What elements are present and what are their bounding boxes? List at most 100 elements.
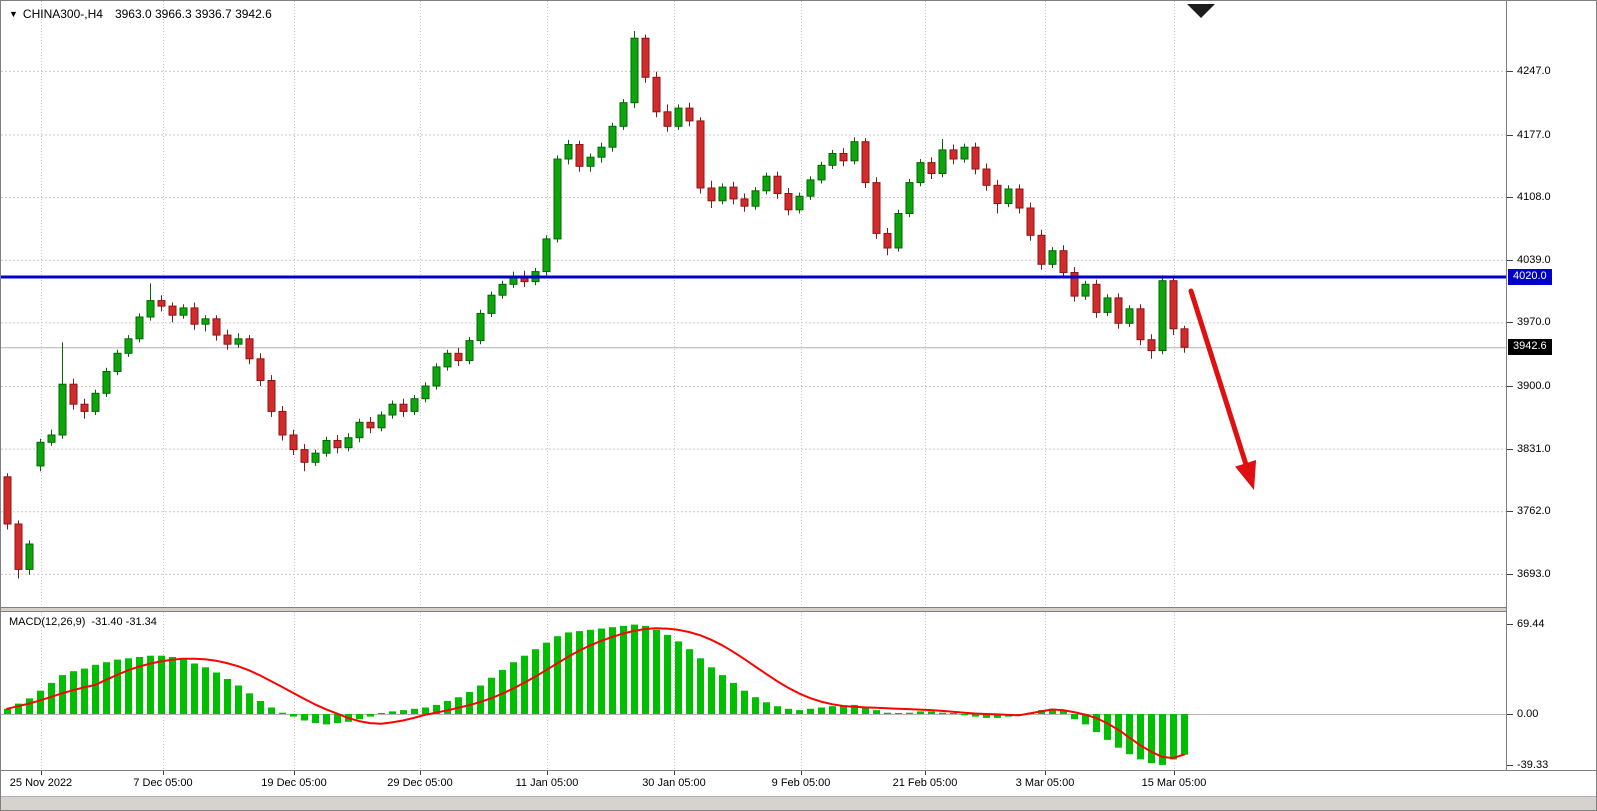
- macd-histogram-bar: [653, 629, 660, 714]
- macd-histogram-bar: [279, 712, 286, 714]
- macd-histogram-bar: [37, 690, 44, 714]
- macd-histogram-bar: [521, 655, 528, 714]
- candle: [14, 520, 23, 579]
- macd-histogram-bar: [1093, 714, 1100, 733]
- macd-histogram-bar: [873, 710, 880, 714]
- time-axis-label: 30 Jan 05:00: [642, 777, 706, 789]
- macd-histogram-bar: [224, 679, 231, 714]
- axis-tick: [925, 771, 926, 775]
- macd-histogram-bar: [818, 707, 825, 714]
- candle: [751, 187, 760, 210]
- macd-histogram-bar: [642, 625, 649, 714]
- candle: [1081, 280, 1090, 300]
- candle: [179, 304, 188, 319]
- candle: [938, 139, 947, 178]
- ohlc-values: 3963.0 3966.3 3936.7 3942.6: [114, 7, 272, 21]
- candle: [333, 435, 342, 454]
- axis-tick: [674, 771, 675, 775]
- candle: [619, 99, 628, 130]
- macd-histogram-bar: [70, 671, 77, 714]
- candle: [311, 449, 320, 466]
- candle: [47, 429, 56, 446]
- macd-histogram-bar: [840, 706, 847, 714]
- candle: [190, 302, 199, 330]
- candle: [883, 228, 892, 256]
- candle: [355, 418, 364, 443]
- macd-histogram-bar: [499, 669, 506, 714]
- price-chart[interactable]: [1, 1, 1506, 607]
- macd-histogram-bar: [268, 707, 275, 714]
- candle: [1136, 304, 1145, 346]
- price-axis[interactable]: 4247.0 4177.0 4108.0 4039.0 3970.0 3900.0 3831…: [1506, 1, 1596, 771]
- macd-histogram-bar: [411, 708, 418, 714]
- macd-histogram-bar: [774, 706, 781, 714]
- current-price-badge: 3942.6: [1508, 339, 1552, 356]
- axis-tick: [1507, 70, 1513, 72]
- candle: [1037, 229, 1046, 270]
- macd-histogram-bar: [961, 714, 968, 716]
- candle: [828, 149, 837, 169]
- axis-tick: [1507, 259, 1513, 261]
- macd-histogram-bar: [994, 714, 1001, 718]
- candle: [1125, 305, 1134, 327]
- macd-histogram-bar: [125, 658, 132, 714]
- macd-histogram-bar: [972, 714, 979, 717]
- macd-histogram-bar: [114, 659, 121, 714]
- candle: [322, 436, 331, 457]
- candle: [36, 438, 45, 472]
- macd-histogram-bar: [1181, 714, 1188, 755]
- candle: [553, 155, 562, 243]
- macd-histogram-bar: [158, 655, 165, 714]
- candle: [124, 335, 133, 357]
- macd-histogram-bar: [191, 663, 198, 714]
- candle: [718, 183, 727, 205]
- candle: [1059, 245, 1068, 278]
- macd-values: -31.40 -31.34: [91, 616, 157, 628]
- axis-tick: [41, 771, 42, 775]
- macd-histogram-bar: [290, 714, 297, 717]
- candle: [960, 143, 969, 163]
- macd-histogram-bar: [543, 642, 550, 714]
- macd-axis-label: 69.44: [1517, 618, 1545, 630]
- time-axis[interactable]: 25 Nov 2022 7 Dec 05:00 19 Dec 05:00 29 Dec…: [1, 770, 1596, 796]
- macd-histogram-bar: [884, 712, 891, 714]
- price-marker-blue: 4020.0: [1508, 269, 1552, 285]
- macd-axis-label: -39.33: [1517, 759, 1549, 771]
- macd-histogram-bar: [213, 672, 220, 714]
- time-axis-label: 3 Mar 05:00: [1015, 777, 1075, 789]
- macd-chart[interactable]: [1, 612, 1506, 770]
- macd-histogram-bar: [741, 690, 748, 714]
- candle: [443, 349, 452, 371]
- candle: [135, 313, 144, 343]
- macd-name: MACD(12,26,9): [9, 616, 86, 628]
- macd-histogram-bar: [169, 657, 176, 714]
- macd-histogram-bar: [136, 657, 143, 714]
- symbol-dropdown-icon: ▼: [9, 9, 18, 19]
- axis-tick: [420, 771, 421, 775]
- candle: [784, 188, 793, 216]
- macd-axis-label: 0.00: [1517, 708, 1539, 720]
- candle: [674, 104, 683, 130]
- price-axis-label: 4039.0: [1517, 253, 1551, 266]
- time-axis-label: 15 Mar 05:00: [1141, 777, 1207, 789]
- candle: [1048, 247, 1057, 268]
- candle: [509, 271, 518, 288]
- macd-histogram-bar: [147, 655, 154, 714]
- panel-separator-handle[interactable]: [1, 607, 1596, 612]
- candle: [278, 406, 287, 441]
- candle: [663, 104, 672, 132]
- macd-histogram-bar: [235, 685, 242, 714]
- price-axis-label: 4247.0: [1517, 64, 1551, 77]
- candle: [289, 429, 298, 455]
- candle: [256, 353, 265, 386]
- candle: [575, 140, 584, 172]
- macd-histogram-bar: [675, 641, 682, 714]
- candle: [410, 395, 419, 415]
- macd-histogram-bar: [1049, 708, 1056, 714]
- axis-tick: [1045, 771, 1046, 775]
- trend-arrow[interactable]: [1188, 288, 1257, 490]
- macd-histogram-bar: [180, 659, 187, 714]
- macd-histogram-bar: [565, 632, 572, 714]
- time-axis-label: 11 Jan 05:00: [515, 777, 579, 789]
- time-axis-label: 7 Dec 05:00: [133, 777, 193, 789]
